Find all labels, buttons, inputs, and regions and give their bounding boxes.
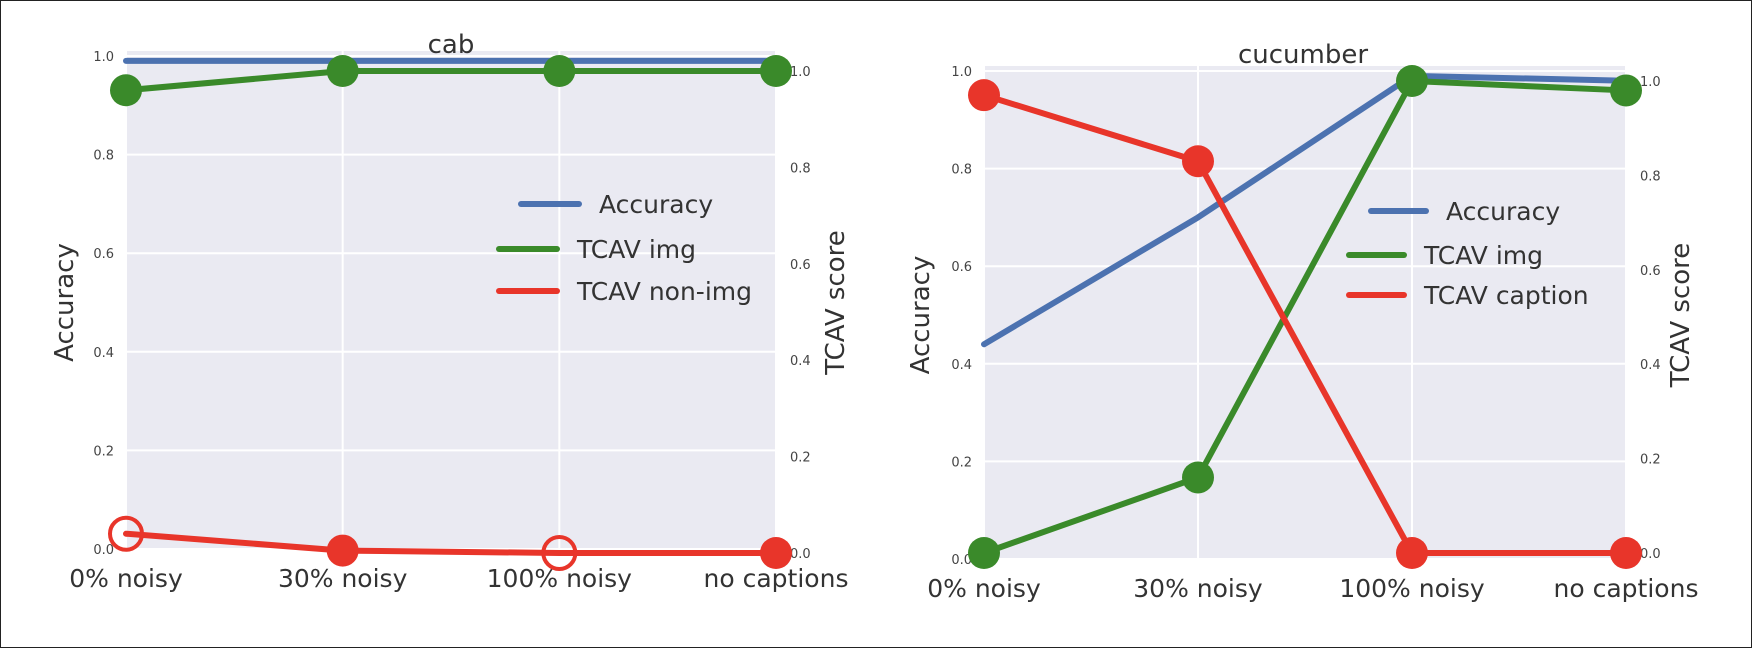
y2-tick-label: 1.0 [790,65,811,80]
data-point [1610,74,1642,107]
y2-tick-label: 1.0 [1640,75,1661,90]
data-point [968,537,1000,569]
legend-label: TCAV non-img [576,277,752,306]
legend-label: TCAV img [576,235,696,264]
x-tick-label: no captions [1554,574,1699,603]
y-tick-label: 0.8 [93,149,114,164]
y2-tick-label: 0.2 [790,451,811,466]
y-tick-label: 1.0 [951,65,972,80]
series-line-tcav-caption [981,92,1629,556]
data-point [1396,65,1428,97]
chart-title: cucumber [1238,40,1368,70]
data-point [1182,145,1214,178]
legend-label: Accuracy [599,190,713,219]
y-axis-label: Accuracy [50,243,80,362]
plot-area [984,66,1626,559]
y-tick-label: 0.2 [93,444,114,459]
y2-tick-label: 0.2 [1640,453,1661,468]
data-point [1610,537,1642,569]
y2-axis-label: TCAV score [1666,243,1696,389]
data-point [108,515,144,552]
data-point [326,55,359,87]
series-line-tcav-non-img [123,530,779,556]
y2-tick-label: 0.0 [790,547,811,562]
data-point [968,79,1000,112]
data-point [326,534,359,567]
series-line-accuracy [981,72,1629,348]
data-point [543,55,576,87]
y2-tick-label: 0.8 [790,161,811,176]
chart-1: 0.0 0.2 0.4 0.6 0.8 1.0 0.0 0.2 0.4 0.6 0.8 1.0 0% n… [906,40,1698,603]
y2-tick-label: 0.6 [1640,264,1661,279]
x-tick-label: 0% noisy [69,564,183,593]
y-tick-label: 0.2 [951,455,972,470]
chart-0: 0.0 0.2 0.4 0.6 0.8 1.0 0.0 0.2 0.4 0.6 0.8 1.0 0% n… [50,30,851,593]
y-tick-label: 0.6 [93,247,114,262]
data-point [110,74,142,107]
data-point [1396,537,1428,569]
y2-tick-label: 0.6 [790,258,811,273]
plot-area [126,51,776,549]
legend-label: Accuracy [1446,197,1560,226]
data-point [541,535,578,571]
series-line-tcav-img [981,78,1629,556]
x-tick-label: 100% noisy [1339,574,1485,603]
y-tick-label: 0.0 [951,553,972,568]
y2-axis-label: TCAV score [821,230,851,376]
chart-title: cab [428,30,475,60]
x-tick-label: 30% noisy [1133,574,1263,603]
series-line-tcav-img [123,68,779,94]
y2-tick-label: 0.4 [1640,358,1661,373]
x-tick-label: 30% noisy [278,564,408,593]
y-axis-label: Accuracy [906,256,936,375]
y-tick-label: 0.0 [93,543,114,558]
data-point [760,55,792,87]
y-tick-label: 0.6 [951,260,972,275]
y-tick-label: 1.0 [93,50,114,65]
legend-label: TCAV caption [1423,281,1589,310]
y-tick-label: 0.4 [93,346,114,361]
y-tick-label: 0.4 [951,358,972,373]
x-tick-label: 0% noisy [927,574,1041,603]
data-point [760,537,792,569]
y2-tick-label: 0.8 [1640,169,1661,184]
data-point [1182,461,1214,494]
legend-label: TCAV img [1423,241,1543,270]
y2-tick-label: 0.0 [1640,547,1661,562]
y-tick-label: 0.8 [951,163,972,178]
y2-tick-label: 0.4 [790,354,811,369]
